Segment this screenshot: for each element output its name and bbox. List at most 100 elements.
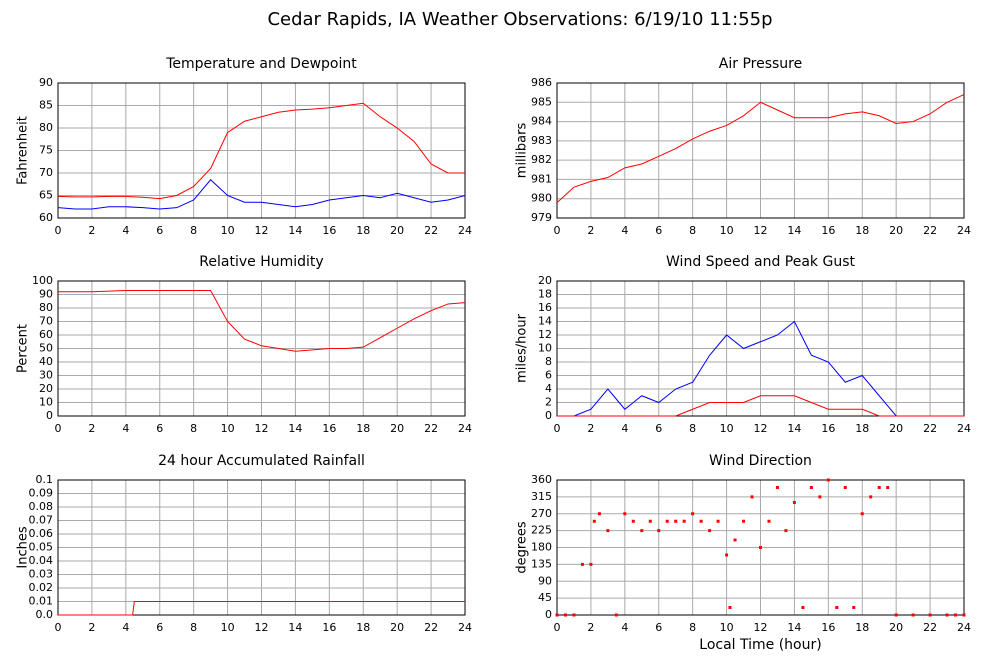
x-tick-label: 12 xyxy=(754,422,768,435)
data-point xyxy=(911,613,915,617)
y-tick-label: 65 xyxy=(39,189,53,202)
data-point xyxy=(631,519,635,523)
data-point xyxy=(877,486,881,489)
x-tick-label: 2 xyxy=(587,224,594,237)
data-point xyxy=(784,529,788,533)
data-point xyxy=(589,562,593,566)
y-tick-label: 315 xyxy=(531,490,552,503)
x-tick-label: 14 xyxy=(787,224,801,237)
x-tick-label: 22 xyxy=(923,422,937,435)
x-tick-label: 20 xyxy=(390,422,404,435)
x-tick-label: 14 xyxy=(288,224,302,237)
y-tick-label: 70 xyxy=(39,166,53,179)
y-tick-label: 0.03 xyxy=(29,568,54,581)
y-tick-label: 982 xyxy=(531,153,552,166)
x-tick-label: 12 xyxy=(754,621,768,634)
x-tick-label: 10 xyxy=(221,224,235,237)
y-tick-label: 10 xyxy=(538,342,552,355)
x-tick-label: 2 xyxy=(587,621,594,634)
x-tick-label: 4 xyxy=(122,621,129,634)
x-tick-label: 12 xyxy=(255,224,269,237)
y-tick-label: 0.0 xyxy=(36,608,54,621)
y-tick-label: 270 xyxy=(531,507,552,520)
data-point xyxy=(674,519,678,523)
x-tick-label: 24 xyxy=(458,224,472,237)
x-tick-label: 0 xyxy=(554,224,561,237)
x-tick-label: 20 xyxy=(889,621,903,634)
y-tick-label: 4 xyxy=(545,382,552,395)
data-point xyxy=(597,512,601,516)
x-tick-label: 6 xyxy=(655,224,662,237)
x-tick-label: 18 xyxy=(855,621,869,634)
x-tick-label: 8 xyxy=(689,621,696,634)
data-point xyxy=(665,519,669,523)
x-tick-label: 14 xyxy=(787,422,801,435)
x-tick-label: 4 xyxy=(122,224,129,237)
plot-frame xyxy=(57,280,466,417)
x-tick-label: 18 xyxy=(356,621,370,634)
y-tick-label: 80 xyxy=(39,121,53,134)
x-tick-label: 20 xyxy=(889,422,903,435)
x-tick-label: 12 xyxy=(255,621,269,634)
y-tick-label: 18 xyxy=(538,288,552,301)
data-point xyxy=(657,529,661,533)
data-point xyxy=(606,529,610,533)
y-tick-label: 981 xyxy=(531,172,552,185)
data-point xyxy=(725,553,729,557)
plot-frame xyxy=(556,82,965,219)
x-tick-label: 10 xyxy=(720,621,734,634)
x-tick-label: 22 xyxy=(923,224,937,237)
y-tick-label: 8 xyxy=(545,355,552,368)
plot-frame xyxy=(57,479,466,616)
y-tick-label: 90 xyxy=(39,76,53,89)
x-tick-label: 8 xyxy=(190,224,197,237)
x-tick-label: 20 xyxy=(390,224,404,237)
data-point xyxy=(894,613,898,617)
data-point xyxy=(843,486,847,489)
plot-frame xyxy=(556,479,965,616)
y-tick-label: 50 xyxy=(39,342,53,355)
panel-title: Wind Direction xyxy=(709,453,812,469)
x-tick-label: 8 xyxy=(190,621,197,634)
y-tick-label: 12 xyxy=(538,328,552,341)
data-point xyxy=(962,613,966,617)
x-tick-label: 16 xyxy=(322,224,336,237)
y-tick-label: 40 xyxy=(39,355,53,368)
y-tick-label: 0.07 xyxy=(29,514,54,527)
data-line xyxy=(556,94,965,203)
x-tick-label: 10 xyxy=(720,422,734,435)
x-tick-label: 22 xyxy=(923,621,937,634)
x-tick-label: 0 xyxy=(55,422,62,435)
data-line xyxy=(58,289,466,352)
y-tick-label: 985 xyxy=(531,95,552,108)
y-tick-label: 60 xyxy=(39,328,53,341)
x-tick-label: 0 xyxy=(554,422,561,435)
x-tick-label: 16 xyxy=(322,422,336,435)
x-tick-label: 22 xyxy=(424,224,438,237)
x-tick-label: 12 xyxy=(754,224,768,237)
data-point xyxy=(750,495,754,499)
data-line xyxy=(57,179,466,210)
x-tick-label: 18 xyxy=(855,224,869,237)
data-point xyxy=(682,519,686,523)
y-tick-label: 979 xyxy=(531,211,552,224)
x-tick-label: 18 xyxy=(356,224,370,237)
data-point xyxy=(580,562,584,566)
x-tick-label: 4 xyxy=(621,621,628,634)
y-tick-label: 80 xyxy=(39,301,53,314)
data-point xyxy=(852,606,856,609)
y-tick-label: 0.04 xyxy=(29,554,54,567)
y-tick-label: 983 xyxy=(531,134,552,147)
panel-title: 24 hour Accumulated Rainfall xyxy=(158,453,365,469)
y-tick-label: 360 xyxy=(531,473,552,486)
data-point xyxy=(801,606,805,609)
x-tick-label: 14 xyxy=(288,422,302,435)
data-point xyxy=(708,529,712,533)
y-tick-label: 980 xyxy=(531,192,552,205)
page-title: Cedar Rapids, IA Weather Observations: 6… xyxy=(267,9,772,30)
x-tick-label: 10 xyxy=(720,224,734,237)
y-tick-label: 225 xyxy=(531,524,552,537)
data-point xyxy=(623,512,627,516)
